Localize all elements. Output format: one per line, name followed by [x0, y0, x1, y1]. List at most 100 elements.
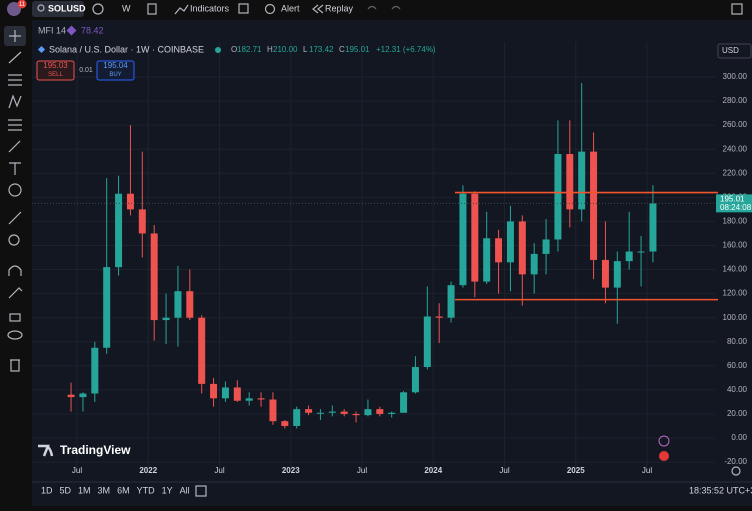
compare-icon[interactable] — [92, 3, 104, 15]
settings-icon[interactable] — [731, 466, 741, 476]
range-button[interactable]: 1D — [41, 485, 53, 495]
range-buttons: 1D 5D 1M 3M 6M YTD 1Y All — [41, 485, 190, 495]
range-button[interactable]: 5D — [60, 485, 72, 495]
buy-button[interactable] — [96, 60, 135, 81]
candle-body — [138, 209, 146, 234]
trend-line-tool[interactable] — [8, 51, 22, 64]
candle-body — [376, 409, 384, 414]
range-button[interactable]: YTD — [137, 485, 156, 495]
candle-body — [150, 233, 158, 321]
undo-redo[interactable] — [367, 5, 401, 10]
y-tick-label: 160.00 — [723, 241, 748, 250]
replay[interactable]: Replay — [325, 3, 354, 13]
interval[interactable]: W — [122, 3, 131, 13]
forecast-tool[interactable] — [8, 119, 22, 131]
candle-body — [506, 221, 514, 263]
candle-body — [245, 398, 253, 401]
candle-body — [400, 392, 408, 413]
candle-body — [174, 291, 182, 318]
badge-count: 11 — [19, 2, 26, 8]
magnet-tool[interactable] — [8, 265, 22, 276]
candle-body — [257, 398, 265, 400]
candle-body — [625, 251, 633, 262]
y-tick-label: 60.00 — [727, 361, 748, 370]
sell-price: 195.03 — [43, 61, 68, 70]
buy-price: 195.04 — [103, 61, 128, 70]
brush-tool[interactable] — [8, 140, 21, 153]
x-tick-label: 2025 — [567, 466, 585, 475]
range-button[interactable]: All — [180, 485, 190, 495]
date-range-icon[interactable] — [195, 485, 207, 497]
layouts-icon[interactable] — [238, 3, 249, 14]
ohlc-legend: O 182.71 H 210.00 L 173.42 C 195.01 +12.31 (+6.7… — [231, 45, 436, 54]
candle-body — [388, 412, 396, 414]
search-icon — [37, 4, 45, 12]
logo: TradingView — [60, 443, 131, 457]
range-button[interactable]: 6M — [117, 485, 130, 495]
candle-body — [293, 409, 301, 426]
candle-body — [459, 193, 467, 286]
delete-tool[interactable] — [10, 359, 20, 372]
candle-body — [352, 413, 360, 416]
emoji-tool[interactable] — [8, 183, 22, 197]
event-icon[interactable] — [658, 435, 670, 447]
candle-body — [471, 193, 479, 282]
economic-event[interactable] — [659, 451, 669, 461]
last-price: 195.01 — [720, 194, 745, 203]
last-price-box — [716, 194, 752, 213]
indicators[interactable]: Indicators — [190, 3, 230, 13]
range-button[interactable]: 1Y — [162, 485, 173, 495]
x-tick-label: Jul — [72, 466, 82, 475]
candle-body — [554, 154, 562, 240]
avatar[interactable] — [7, 2, 21, 16]
candle-body — [328, 411, 336, 413]
candle-body — [340, 411, 348, 414]
candle-body — [495, 238, 503, 263]
lock-drawing-tool[interactable] — [8, 287, 23, 299]
symbol[interactable]: SOLUSD — [48, 3, 86, 13]
zoom-tool[interactable] — [8, 234, 20, 246]
ohlc-value: 210.00 — [273, 45, 298, 54]
spread: 0.01 — [79, 67, 93, 74]
text-tool[interactable] — [9, 162, 21, 175]
lock-tool[interactable] — [9, 313, 21, 322]
pattern-tool[interactable] — [8, 94, 22, 109]
bottom-bar — [32, 482, 752, 506]
x-tick-label: 2022 — [139, 466, 157, 475]
range-button[interactable]: 3M — [98, 485, 111, 495]
candle-body — [305, 409, 313, 413]
x-tick-label: Jul — [214, 466, 224, 475]
y-tick-label: 180.00 — [723, 217, 748, 226]
candle-body — [435, 316, 443, 318]
candle-body — [364, 409, 372, 416]
ruler-tool[interactable] — [8, 211, 22, 225]
currency-select[interactable] — [717, 43, 752, 59]
y-tick-label: 220.00 — [723, 168, 748, 177]
x-tick-label: Jul — [499, 466, 509, 475]
chart-type-icon[interactable] — [147, 3, 157, 15]
candle-body — [233, 387, 241, 401]
candle-body — [411, 367, 419, 393]
candle-body — [221, 387, 229, 399]
top-bar: 11 SOLUSD W Indicators Alert Replay — [7, 0, 743, 17]
fullscreen-icon[interactable] — [731, 3, 743, 15]
x-tick-label: Jul — [357, 466, 367, 475]
legend-title: Solana / U.S. Dollar · 1W · COINBASE — [49, 44, 204, 54]
symbol-search[interactable] — [32, 1, 84, 17]
candle-body — [91, 347, 99, 394]
visibility-tool[interactable] — [7, 330, 23, 340]
candle-body — [79, 393, 87, 398]
alert[interactable]: Alert — [281, 3, 300, 13]
candle-body — [423, 316, 431, 368]
sell-button[interactable] — [36, 60, 75, 81]
currency: USD — [722, 46, 739, 55]
candle-body — [115, 193, 123, 268]
logo-mark — [38, 444, 54, 457]
y-tick-label: 260.00 — [723, 120, 748, 129]
ohlc-label: L — [303, 45, 308, 54]
ohlc-value: 173.42 — [309, 45, 334, 54]
alert-icon — [264, 3, 276, 15]
fib-tool[interactable] — [8, 74, 22, 86]
range-button[interactable]: 1M — [78, 485, 91, 495]
